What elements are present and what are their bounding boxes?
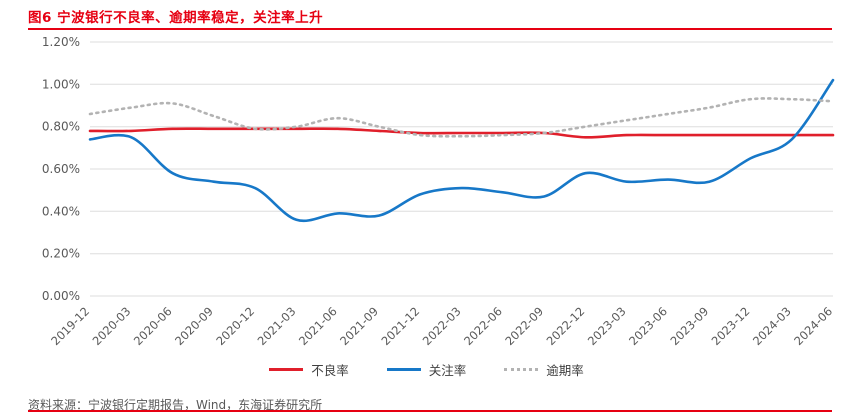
svg-text:2023-06: 2023-06 — [626, 304, 670, 348]
svg-text:2024-03: 2024-03 — [750, 304, 794, 348]
svg-text:2020-03: 2020-03 — [90, 304, 134, 348]
legend-item-2: 逾期率 — [504, 360, 584, 379]
svg-text:1.20%: 1.20% — [42, 35, 80, 49]
source-note: 资料来源：宁波银行定期报告，Wind，东海证券研究所 — [28, 398, 323, 412]
svg-text:2020-12: 2020-12 — [213, 304, 257, 348]
svg-text:0.00%: 0.00% — [42, 289, 80, 303]
legend-item-1: 关注率 — [386, 360, 467, 379]
svg-text:2023-12: 2023-12 — [709, 304, 753, 348]
svg-text:1.00%: 1.00% — [42, 77, 80, 91]
footer-divider — [28, 410, 832, 412]
svg-text:2022-09: 2022-09 — [502, 304, 546, 348]
chart-area: 0.00% 0.20% 0.40% 0.60% 0.80% 1.00% 1.20% 2019-… — [0, 32, 853, 358]
svg-text:0.80%: 0.80% — [42, 120, 80, 134]
svg-text:2021-06: 2021-06 — [296, 304, 340, 348]
svg-text:2022-12: 2022-12 — [544, 304, 588, 348]
legend-swatch-dotted — [504, 368, 539, 371]
svg-text:0.40%: 0.40% — [42, 204, 80, 218]
svg-text:2023-03: 2023-03 — [585, 304, 629, 348]
svg-text:2021-03: 2021-03 — [255, 304, 299, 348]
svg-text:2021-09: 2021-09 — [337, 304, 381, 348]
svg-text:2021-12: 2021-12 — [378, 304, 422, 348]
svg-text:2022-03: 2022-03 — [420, 304, 464, 348]
svg-text:0.60%: 0.60% — [42, 162, 80, 176]
legend-swatch-solid — [386, 368, 421, 371]
svg-text:0.20%: 0.20% — [42, 247, 80, 261]
svg-text:2020-06: 2020-06 — [131, 304, 175, 348]
legend-label: 关注率 — [428, 363, 467, 378]
svg-text:2023-09: 2023-09 — [667, 304, 711, 348]
svg-text:2020-09: 2020-09 — [172, 304, 216, 348]
title-divider — [28, 28, 832, 30]
chart-legend: 不良率 关注率 逾期率 — [0, 360, 853, 379]
svg-text:2022-06: 2022-06 — [461, 304, 505, 348]
legend-item-0: 不良率 — [269, 360, 349, 379]
figure-title: 图6 宁波银行不良率、逾期率稳定，关注率上升 — [28, 10, 324, 26]
legend-label: 逾期率 — [546, 363, 584, 378]
svg-text:2019-12: 2019-12 — [48, 304, 92, 348]
legend-label: 不良率 — [311, 363, 349, 378]
svg-text:2024-06: 2024-06 — [791, 304, 835, 348]
line-chart: 0.00% 0.20% 0.40% 0.60% 0.80% 1.00% 1.20% 2019-… — [42, 35, 835, 348]
legend-swatch-solid — [269, 368, 304, 371]
